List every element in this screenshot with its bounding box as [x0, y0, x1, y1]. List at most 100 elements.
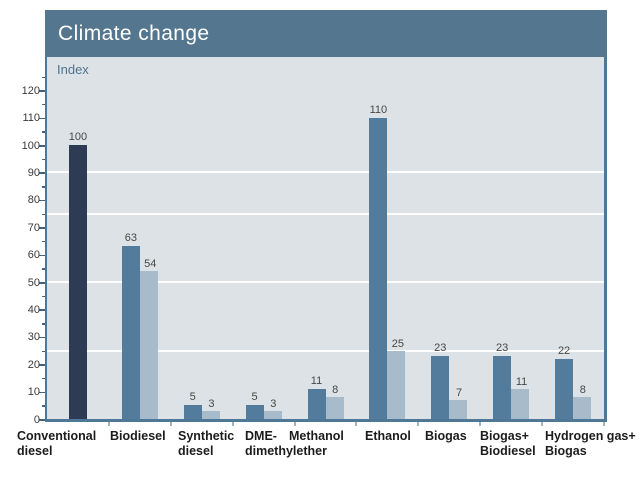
- y-tick-major: [39, 145, 45, 147]
- chart-header: Climate change: [45, 10, 607, 57]
- y-tick-label: 40: [27, 303, 40, 316]
- y-tick-label: 50: [27, 276, 40, 289]
- bar-slot: 100: [47, 57, 109, 419]
- category-label: Synthetic diesel: [178, 429, 234, 459]
- bar-slot: 23 7: [418, 57, 480, 419]
- bar: 54: [139, 258, 158, 419]
- bar-value-label: 22: [557, 344, 571, 357]
- bar: 110: [369, 104, 388, 419]
- x-tick: [417, 422, 420, 426]
- x-tick: [107, 422, 110, 426]
- y-tick-minor: [42, 377, 45, 380]
- bar: 25: [387, 338, 406, 419]
- bar: 11: [307, 375, 326, 419]
- y-tick-major: [39, 90, 45, 92]
- bar: 8: [325, 384, 344, 419]
- bar: 5: [183, 391, 202, 419]
- category-label-line: Hydrogen gas+: [545, 429, 636, 443]
- bar: 63: [121, 232, 140, 419]
- bar: 100: [69, 131, 87, 419]
- x-tick: [541, 422, 544, 426]
- bar-value-label: 11: [310, 374, 323, 387]
- bar-value-label: 11: [515, 375, 528, 388]
- category-label-line: DME-: [245, 429, 277, 443]
- bar-value-label: 7: [455, 386, 463, 399]
- y-tick-label: 0: [33, 413, 40, 426]
- category-label-line: Methanol: [289, 429, 344, 443]
- category-label-line: Biogas: [425, 429, 467, 443]
- x-tick: [479, 422, 482, 426]
- category-label-line: Biogas: [545, 444, 587, 458]
- bar: 23: [431, 342, 450, 419]
- y-tick-minor: [42, 213, 45, 215]
- y-tick-minor: [42, 103, 45, 106]
- y-tick-major: [39, 199, 45, 202]
- y-tick-label: 30: [27, 331, 40, 344]
- y-tick-major: [39, 364, 45, 366]
- y-tick-major: [39, 282, 45, 284]
- category-label-line: Conventional: [17, 429, 97, 443]
- category-label: Biogas: [425, 429, 467, 444]
- y-tick-minor: [42, 323, 45, 325]
- bar: 3: [201, 398, 220, 419]
- category-label-line: Synthetic: [178, 429, 235, 443]
- bar-slot: 22 8: [542, 57, 604, 419]
- chart-title: Climate change: [58, 21, 210, 45]
- category-label: Biogas+ Biodiesel: [480, 429, 536, 459]
- bar: 22: [555, 345, 574, 419]
- chart-box: Climate change 100 63 54 5 3 5 3 11 8 110 25 23 7 23 1…: [45, 10, 607, 422]
- category-label: Biodiesel: [110, 429, 166, 444]
- bar-slots: 100 63 54 5 3 5 3 11 8 110 25 23 7 23 11 22 8: [47, 57, 604, 419]
- x-tick: [603, 422, 605, 426]
- category-label-line: Ethanol: [365, 429, 411, 443]
- plot-area: 100 63 54 5 3 5 3 11 8 110 25 23 7 23 11 22 8 Index: [45, 57, 607, 422]
- x-tick: [293, 422, 296, 426]
- bar-value-label: 3: [208, 397, 215, 410]
- category-label-line: diesel: [17, 444, 53, 458]
- y-tick-label: 10: [27, 386, 40, 399]
- bar-value-label: 25: [391, 337, 404, 350]
- bar-value-label: 63: [124, 232, 137, 245]
- bar-value-label: 54: [144, 258, 157, 271]
- y-tick-label: 90: [27, 166, 40, 179]
- gridline: [47, 349, 604, 352]
- bar-value-label: 3: [270, 397, 277, 410]
- bar-value-label: 100: [68, 131, 88, 143]
- category-label: Ethanol: [365, 429, 411, 444]
- y-tick-minor: [42, 405, 45, 407]
- y-axis-title: Index: [57, 62, 89, 77]
- category-label-line: diesel: [178, 444, 214, 458]
- bar-value-label: 5: [189, 391, 196, 404]
- bar: 8: [573, 384, 592, 419]
- bar-value-label: 5: [251, 391, 258, 404]
- y-tick-label: 60: [27, 249, 40, 262]
- bar: 3: [263, 398, 282, 419]
- y-tick-minor: [42, 186, 45, 188]
- bar-value-label: 110: [369, 103, 388, 116]
- y-tick-minor: [42, 76, 45, 78]
- y-tick-label: 80: [27, 194, 40, 207]
- bar-value-label: 23: [496, 341, 509, 354]
- y-tick-major: [39, 391, 45, 394]
- y-tick-minor: [42, 350, 45, 352]
- bar-slot: 110 25: [356, 57, 418, 419]
- x-tick: [231, 422, 234, 426]
- bar-value-label: 8: [332, 384, 339, 397]
- y-tick-major: [39, 117, 45, 120]
- y-tick-minor: [42, 240, 45, 243]
- y-tick-major: [39, 227, 45, 229]
- category-label-line: Biogas+: [480, 429, 529, 443]
- gridline: [47, 171, 604, 174]
- gridline: [47, 281, 604, 283]
- y-tick-minor: [42, 268, 45, 270]
- y-tick-major: [39, 419, 45, 421]
- x-tick: [355, 422, 358, 426]
- category-label-line: dimethylether: [245, 444, 327, 458]
- category-label: Methanol: [289, 429, 344, 444]
- category-label: DME-dimethylether: [245, 429, 327, 459]
- bar-value-label: 23: [434, 341, 447, 354]
- y-tick-major: [39, 336, 45, 339]
- bar-slot: 11 8: [295, 57, 357, 419]
